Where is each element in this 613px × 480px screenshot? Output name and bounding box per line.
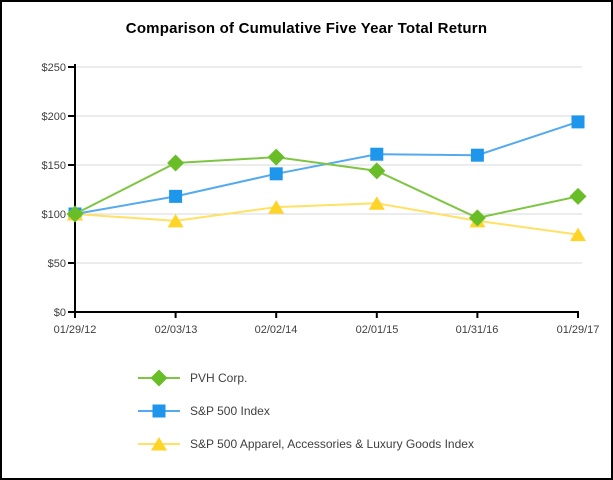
x-tick-label: 01/29/17 [557, 324, 600, 336]
legend-label-sp500: S&P 500 Index [190, 403, 270, 418]
y-tick-label: $50 [48, 258, 66, 270]
legend-label-pvh: PVH Corp. [190, 370, 248, 385]
series-1-marker-4 [470, 148, 484, 162]
series-1-marker-3 [370, 147, 384, 161]
series-line-0 [74, 156, 579, 219]
legend-item-sp500: S&P 500 Index [137, 402, 474, 419]
y-tick-label: $200 [42, 111, 66, 123]
series-line-1 [74, 120, 579, 215]
y-tick-label: $250 [42, 62, 66, 74]
series-0-marker-2 [267, 148, 285, 166]
x-tick-label: 01/29/12 [54, 324, 97, 336]
y-tick-label: $150 [42, 160, 66, 172]
series-2-marker-5 [570, 227, 586, 242]
x-tick-label: 02/02/14 [255, 324, 298, 336]
series-2-marker-1 [167, 213, 184, 228]
series-0-marker-0 [66, 205, 84, 223]
legend-item-pvh: PVH Corp. [137, 369, 474, 386]
series-1-marker-2 [269, 167, 283, 181]
series-0-marker-1 [167, 154, 185, 172]
y-tick-label: $0 [54, 307, 66, 319]
series-1-marker-1 [169, 189, 183, 203]
y-tick-label: $100 [42, 209, 66, 221]
series-2-marker-3 [368, 196, 385, 210]
chart-title: Comparison of Cumulative Five Year Total… [125, 20, 488, 37]
series-0-marker-4 [468, 209, 486, 227]
legend-item-apparel: S&P 500 Apparel, Accessories & Luxury Go… [137, 435, 474, 452]
x-tick-label: 02/03/13 [155, 324, 198, 336]
series-0-marker-3 [368, 162, 386, 180]
series-1-marker-5 [571, 115, 585, 129]
series-line-2 [74, 202, 579, 236]
pvh-diamond-marker-icon [138, 369, 180, 386]
apparel-triangle-marker-icon [138, 436, 180, 450]
legend-label-apparel: S&P 500 Apparel, Accessories & Luxury Go… [190, 436, 474, 451]
series-0-marker-5 [569, 187, 587, 205]
x-tick-label: 01/31/16 [456, 324, 499, 336]
legend: PVH Corp. S&P 500 Index S&P 500 Apparel,… [137, 369, 474, 452]
x-tick-label: 02/01/15 [356, 324, 399, 336]
series-2-marker-2 [268, 200, 285, 214]
sp500-square-marker-icon [138, 404, 180, 417]
